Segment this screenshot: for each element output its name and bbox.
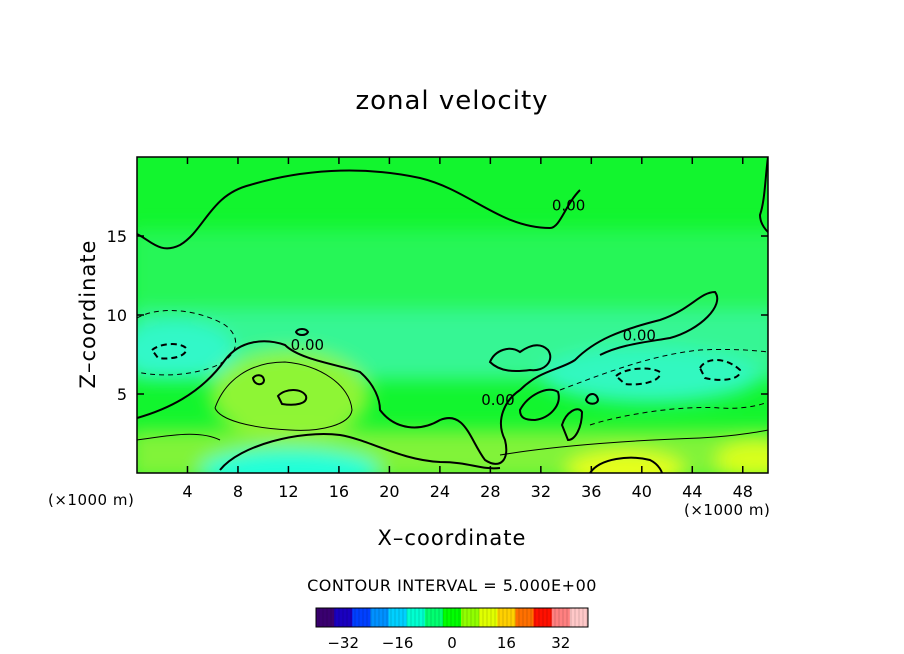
contour-label-layer: 0.00 0.00 0.00 0.00: [291, 197, 656, 409]
y-tick-label-0: 5: [117, 385, 127, 404]
contour-zero-top: [137, 169, 581, 250]
contour-pos-inner2: [251, 374, 266, 386]
field-blobs: [137, 230, 768, 473]
contour-zero-mid: [137, 290, 719, 465]
field-pos-center: [210, 350, 370, 440]
contour-label-1: 0.00: [552, 197, 585, 215]
colorbar-swatch-1: [334, 608, 353, 627]
colorbar-swatch-3: [370, 608, 390, 627]
contour-misc5: [294, 328, 310, 336]
y-axis: 5 10 15: [107, 227, 768, 404]
contour-lines: [137, 157, 768, 473]
colorbar-frame: [315, 607, 589, 628]
field-neg-left: [137, 320, 235, 380]
colorbar-swatch-4: [388, 608, 408, 627]
contour-dash-left: [137, 310, 237, 376]
contour-zero-top-right: [758, 157, 768, 233]
chart-title: zonal velocity: [355, 86, 549, 116]
contour-thin-bottom: [137, 429, 768, 456]
x-tick-label-8: 36: [581, 482, 601, 501]
contour-pos-inner: [276, 389, 308, 406]
contour-misc3: [560, 408, 584, 442]
contour-misc4: [584, 393, 600, 405]
x-tick-label-11: 48: [733, 482, 753, 501]
colorbar-swatch-9: [479, 608, 498, 627]
x-tick-label-3: 16: [329, 482, 349, 501]
colorbar-tick-label-0: −32: [327, 634, 359, 652]
field-upper-tint: [137, 230, 768, 310]
x-tick-label-1: 8: [233, 482, 243, 501]
colorbar-swatch-14: [569, 608, 589, 627]
y-tick-label-1: 10: [107, 306, 127, 325]
y-axis-label: Z–coordinate: [76, 239, 100, 389]
x-unit-left: (×1000 m): [48, 491, 135, 509]
colorbar-tick-label-3: 16: [497, 634, 516, 652]
colorbar-swatch-7: [442, 608, 462, 627]
x-axis: 4 8 12 16 20 24 28 32 36 40 44 48: [182, 157, 753, 501]
colorbar-tick-label-4: 32: [551, 634, 570, 652]
contour-dash-left-inner: [150, 343, 188, 360]
y-tick-label-2: 15: [107, 227, 127, 246]
contour-label-2: 0.00: [481, 391, 514, 409]
contour-dash-right2: [698, 359, 742, 381]
contour-misc1: [488, 344, 552, 372]
contour-label-0: 0.00: [291, 336, 324, 354]
colorbar-swatch-10: [497, 608, 516, 627]
contour-dash-band-right2: [589, 401, 768, 426]
contour-zero-bottom: [219, 433, 501, 471]
x-tick-label-0: 4: [182, 482, 192, 501]
contour-interval-note: CONTOUR INTERVAL = 5.000E+00: [307, 576, 597, 595]
x-tick-label-7: 32: [531, 482, 551, 501]
colorbar-swatch-11: [515, 608, 535, 627]
colorbar-swatch-13: [551, 608, 571, 627]
colorbar-tick-label-2: 0: [447, 634, 457, 652]
colorbar: −32 −16 0 16 32: [315, 607, 589, 652]
contour-label-3: 0.00: [623, 326, 656, 344]
x-tick-label-10: 44: [682, 482, 702, 501]
x-tick-label-9: 40: [632, 482, 652, 501]
x-tick-label-2: 12: [278, 482, 298, 501]
contour-dash-right: [614, 367, 662, 386]
field-neg-right: [540, 347, 760, 403]
contour-thin-pos: [214, 361, 353, 431]
colorbar-tick-label-1: −16: [382, 634, 414, 652]
field-neg-bottom: [200, 448, 380, 473]
colorbar-swatch-12: [533, 608, 553, 627]
field-pos-right: [715, 440, 768, 473]
colorbar-swatch-6: [424, 608, 444, 627]
plot-area: 0.00 0.00 0.00 0.00: [137, 157, 768, 473]
x-tick-label-6: 28: [480, 482, 500, 501]
contour-misc2: [518, 388, 560, 422]
colorbar-swatch-2: [352, 608, 371, 627]
x-tick-label-5: 24: [430, 482, 450, 501]
x-tick-label-4: 20: [379, 482, 399, 501]
contour-pos-bottom-right: [589, 456, 663, 473]
x-axis-label: X–coordinate: [377, 526, 527, 550]
colorbar-swatch-0: [316, 608, 335, 627]
x-unit-right: (×1000 m): [684, 501, 771, 519]
colorbar-swatch-8: [461, 608, 480, 627]
colorbar-swatch-5: [406, 608, 426, 627]
